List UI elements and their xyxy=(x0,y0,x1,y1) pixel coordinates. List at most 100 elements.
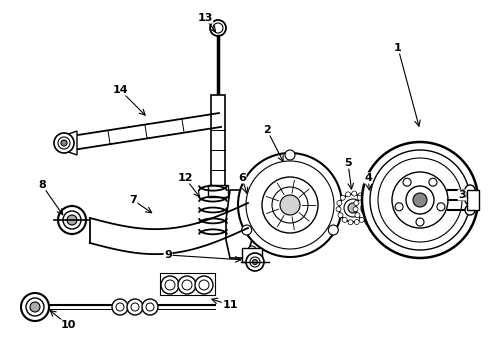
Circle shape xyxy=(403,178,411,186)
Text: 5: 5 xyxy=(344,158,352,168)
Circle shape xyxy=(437,203,445,211)
Circle shape xyxy=(178,276,196,294)
Circle shape xyxy=(365,220,370,225)
Circle shape xyxy=(356,194,384,222)
Circle shape xyxy=(345,192,350,197)
Circle shape xyxy=(355,213,360,218)
Circle shape xyxy=(246,161,334,249)
Text: 11: 11 xyxy=(222,300,238,310)
Circle shape xyxy=(339,194,367,222)
Bar xyxy=(208,185,228,197)
Circle shape xyxy=(127,299,143,315)
Circle shape xyxy=(363,197,368,202)
Circle shape xyxy=(248,231,256,239)
Circle shape xyxy=(336,207,341,212)
Bar xyxy=(242,248,262,262)
Text: 8: 8 xyxy=(38,180,46,190)
Circle shape xyxy=(354,201,359,206)
Circle shape xyxy=(395,203,403,211)
Circle shape xyxy=(382,206,387,211)
Circle shape xyxy=(67,215,77,225)
Circle shape xyxy=(377,217,382,222)
Circle shape xyxy=(146,303,154,311)
Circle shape xyxy=(250,257,260,267)
Circle shape xyxy=(58,206,86,234)
Circle shape xyxy=(359,217,364,222)
Circle shape xyxy=(285,150,295,160)
Circle shape xyxy=(379,197,384,202)
Circle shape xyxy=(248,201,256,209)
Circle shape xyxy=(248,246,256,254)
Polygon shape xyxy=(226,190,252,258)
Circle shape xyxy=(392,172,448,228)
Circle shape xyxy=(328,225,338,235)
Circle shape xyxy=(58,137,70,149)
Circle shape xyxy=(365,206,370,211)
Circle shape xyxy=(131,303,139,311)
Text: 9: 9 xyxy=(164,250,172,260)
Circle shape xyxy=(382,203,387,208)
Circle shape xyxy=(252,260,258,265)
Circle shape xyxy=(416,218,424,226)
Circle shape xyxy=(429,178,437,186)
Circle shape xyxy=(465,195,475,205)
Circle shape xyxy=(213,23,223,33)
Circle shape xyxy=(246,253,264,271)
Circle shape xyxy=(199,280,209,290)
Circle shape xyxy=(54,133,74,153)
Text: 2: 2 xyxy=(263,125,271,135)
Circle shape xyxy=(358,193,363,198)
Circle shape xyxy=(352,191,357,196)
Text: 10: 10 xyxy=(60,320,75,330)
Circle shape xyxy=(465,205,475,215)
Circle shape xyxy=(262,177,318,233)
Circle shape xyxy=(142,299,158,315)
Circle shape xyxy=(365,203,370,208)
Circle shape xyxy=(363,192,368,197)
Circle shape xyxy=(353,207,358,212)
Circle shape xyxy=(116,303,124,311)
Circle shape xyxy=(63,211,81,229)
Circle shape xyxy=(413,193,427,207)
Circle shape xyxy=(340,195,345,200)
Circle shape xyxy=(364,212,368,217)
Circle shape xyxy=(369,191,374,196)
Circle shape xyxy=(378,158,462,242)
Circle shape xyxy=(348,203,358,213)
Circle shape xyxy=(342,217,347,222)
Circle shape xyxy=(195,276,213,294)
Circle shape xyxy=(61,140,67,146)
Circle shape xyxy=(21,293,49,321)
Circle shape xyxy=(238,153,342,257)
Circle shape xyxy=(248,216,256,224)
Circle shape xyxy=(348,220,353,225)
Circle shape xyxy=(272,187,308,223)
Text: 13: 13 xyxy=(197,13,213,23)
Circle shape xyxy=(361,199,379,217)
Bar xyxy=(211,95,225,190)
Bar xyxy=(160,273,215,295)
Text: 4: 4 xyxy=(364,173,372,183)
Circle shape xyxy=(370,150,470,250)
Circle shape xyxy=(344,199,362,217)
Circle shape xyxy=(161,276,179,294)
Circle shape xyxy=(30,302,40,312)
Circle shape xyxy=(375,193,380,198)
Circle shape xyxy=(337,201,342,206)
Circle shape xyxy=(165,280,175,290)
Circle shape xyxy=(406,186,434,214)
Text: 6: 6 xyxy=(238,173,246,183)
Text: 1: 1 xyxy=(394,43,402,53)
Bar xyxy=(467,190,479,210)
Circle shape xyxy=(371,220,376,225)
Text: 3: 3 xyxy=(458,190,466,200)
Circle shape xyxy=(338,213,343,218)
Circle shape xyxy=(26,298,44,316)
Text: 7: 7 xyxy=(129,195,137,205)
Polygon shape xyxy=(57,131,77,155)
Circle shape xyxy=(242,225,252,235)
Circle shape xyxy=(381,212,386,217)
Circle shape xyxy=(210,20,226,36)
Text: 14: 14 xyxy=(112,85,128,95)
Circle shape xyxy=(465,185,475,195)
